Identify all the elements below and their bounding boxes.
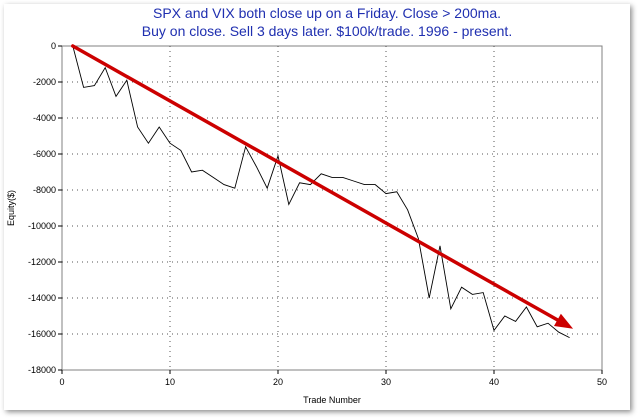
y-tick-label: -14000 xyxy=(28,293,56,303)
y-tick-label: -4000 xyxy=(33,113,56,123)
trend-arrow xyxy=(71,44,574,329)
trend-arrow-shaft xyxy=(71,44,560,322)
x-tick-label: 10 xyxy=(165,377,175,387)
grid-lines xyxy=(62,46,602,370)
trend-arrow-head xyxy=(554,313,574,329)
chart-title-line-2: Buy on close. Sell 3 days later. $100k/t… xyxy=(142,23,512,39)
series-layer xyxy=(72,45,570,339)
y-tick-label: -18000 xyxy=(28,365,56,375)
y-tick-label: 0 xyxy=(51,41,56,51)
x-tick-label: 40 xyxy=(489,377,499,387)
y-tick-label: -8000 xyxy=(33,185,56,195)
equity-line xyxy=(72,45,570,339)
y-tick-label: -12000 xyxy=(28,257,56,267)
x-tick-label: 50 xyxy=(597,377,607,387)
chart-title-line-1: SPX and VIX both close up on a Friday. C… xyxy=(153,5,501,21)
x-axis-label: Trade Number xyxy=(303,395,361,405)
axis-ticks: 0 -2000 -4000 -6000 -8000 -10000 -12000 -14000 -… xyxy=(28,41,607,387)
x-tick-label: 20 xyxy=(273,377,283,387)
y-tick-label: -16000 xyxy=(28,329,56,339)
y-tick-label: -10000 xyxy=(28,221,56,231)
y-tick-label: -6000 xyxy=(33,149,56,159)
plot-area xyxy=(61,45,603,371)
x-tick-label: 0 xyxy=(59,377,64,387)
y-axis-label: Equity($) xyxy=(6,190,16,226)
y-tick-label: -2000 xyxy=(33,77,56,87)
x-tick-label: 30 xyxy=(381,377,391,387)
